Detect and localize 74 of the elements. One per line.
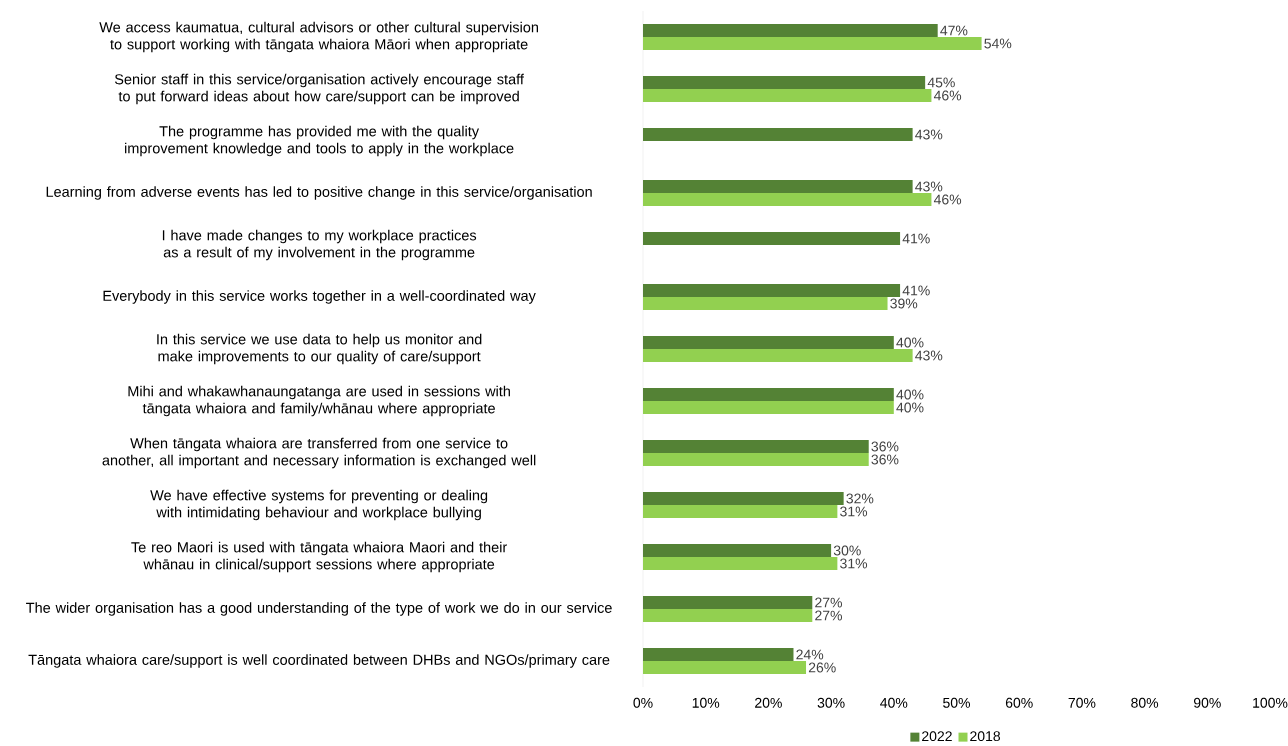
data-label: 43%	[915, 129, 943, 140]
x-tick-label: 90%	[1193, 697, 1221, 708]
bar	[643, 648, 794, 662]
data-label: 30%	[833, 545, 861, 556]
data-label: 40%	[896, 389, 924, 400]
y-tick-label: Learning from adverse events has led to positive change in this service/organisation	[46, 186, 592, 200]
data-label: 40%	[896, 337, 924, 348]
x-tick-label: 100%	[1253, 697, 1288, 708]
data-label: 31%	[840, 558, 868, 569]
data-label: 41%	[902, 285, 930, 296]
data-label: 36%	[871, 454, 899, 465]
data-label: 47%	[940, 25, 968, 36]
bar	[643, 544, 832, 558]
y-tick-label: The wider organisation has a good understanding of the type of work we do in our service	[26, 602, 612, 616]
bar	[643, 661, 807, 675]
x-tick-label: 60%	[1005, 697, 1033, 708]
data-label: 41%	[902, 233, 930, 244]
bar	[643, 193, 932, 206]
data-label: 26%	[808, 662, 836, 673]
data-label: 45%	[927, 77, 955, 88]
legend-label: 2022	[922, 731, 952, 742]
data-label: 40%	[896, 402, 924, 413]
y-tick-label: We have effective systems for preventing or dealing with intimidating behaviour and workplace bullying	[150, 489, 488, 521]
data-label: 46%	[933, 194, 962, 205]
bar	[643, 505, 838, 519]
data-label: 36%	[871, 441, 899, 452]
bar	[643, 89, 932, 102]
x-tick-label: 20%	[755, 697, 782, 708]
bar	[643, 232, 901, 245]
bar	[643, 453, 869, 467]
y-tick-label: Senior staff in this service/organisation actively encourage staff to put forward ideas about how care/support can be improved	[114, 73, 524, 105]
x-tick-label: 0%	[633, 697, 653, 708]
x-tick-label: 50%	[943, 697, 971, 708]
data-label: 27%	[815, 597, 843, 608]
bar	[643, 596, 813, 610]
bar	[643, 440, 869, 454]
y-tick-label: The programme has provided me with the quality improvement knowledge and tools to apply in the workplace	[125, 125, 514, 157]
data-label: 43%	[915, 181, 943, 192]
x-tick-label: 10%	[692, 697, 720, 708]
bar	[643, 128, 913, 141]
y-tick-label: Tāngata whaiora care/support is well coordinated between DHBs and NGOs/primary care	[28, 654, 610, 668]
bar	[643, 349, 913, 362]
x-tick-label: 80%	[1131, 697, 1159, 708]
bar	[643, 297, 888, 310]
x-tick-label: 30%	[817, 697, 845, 708]
legend-label: 2018	[970, 731, 1001, 742]
y-tick-label: Mihi and whakawhanaungatanga are used in sessions with tāngata whaiora and family/whānau where appropriate	[128, 385, 510, 417]
data-label: 43%	[915, 350, 943, 361]
bar	[643, 401, 894, 415]
y-tick-label: I have made changes to my workplace practices as a result of my involvement in the programme	[162, 229, 477, 261]
bar	[643, 557, 838, 571]
data-label: 24%	[796, 649, 824, 660]
data-label: 54%	[984, 38, 1012, 49]
x-tick-label: 40%	[880, 697, 908, 708]
data-label: 39%	[890, 298, 918, 309]
bar	[643, 609, 813, 623]
y-tick-label: Everybody in this service works together in a well-coordinated way	[103, 290, 536, 304]
data-label: 31%	[840, 506, 868, 517]
bar	[643, 180, 913, 193]
y-tick-label: Te reo Maori is used with tāngata whaiora Maori and their whānau in clinical/support sessions where appropriate	[131, 541, 508, 573]
bar	[643, 336, 894, 349]
bar	[643, 492, 844, 506]
bar	[643, 37, 982, 50]
y-tick-label: In this service we use data to help us monitor and make improvements to our quality of care/support	[157, 333, 482, 365]
y-tick-label: When tāngata whaiora are transferred from one service to another, all important and necessary information is exchanged well	[102, 437, 536, 469]
data-label: 27%	[815, 610, 843, 621]
bar	[643, 284, 901, 297]
bar	[643, 388, 894, 401]
bar	[643, 24, 938, 37]
data-label: 32%	[846, 493, 874, 504]
data-label: 46%	[933, 90, 962, 101]
x-tick-label: 70%	[1068, 697, 1096, 708]
y-tick-label: We access kaumatua, cultural advisors or other cultural supervision to support working with tāngata whaiora Māori when appropriate	[99, 21, 538, 53]
bar	[643, 76, 926, 89]
